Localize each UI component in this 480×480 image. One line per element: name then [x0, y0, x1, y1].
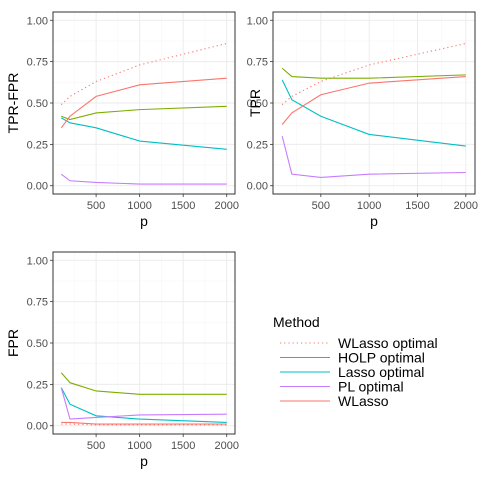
x-tick-label: 1500 [171, 440, 195, 452]
series-line-holp-optimal [60, 372, 227, 395]
x-axis-title: p [140, 213, 148, 229]
legend-label: PL optimal [338, 379, 404, 395]
x-tick-label: 500 [87, 200, 105, 212]
y-tick-label: 0.00 [247, 181, 268, 193]
legend-item: PL optimal [280, 379, 404, 395]
x-axis-title: p [140, 453, 148, 469]
series-line-holp-optimal [281, 67, 466, 79]
x-tick-label: 2000 [454, 200, 478, 212]
series-line-lasso-optimal [281, 79, 466, 147]
series-line-wlasso-optimal [281, 42, 466, 106]
y-tick-label: 0.00 [27, 181, 48, 193]
series-lines [60, 372, 227, 426]
y-axis-title: FPR [5, 329, 21, 357]
x-tick-label: 500 [312, 200, 330, 212]
y-tick-label: 0.25 [27, 139, 48, 151]
legend-label: WLasso optimal [338, 335, 438, 351]
y-tick-label: 1.00 [27, 15, 48, 27]
legend-item: HOLP optimal [280, 350, 425, 366]
x-tick-label: 1000 [357, 200, 381, 212]
y-axis-title: TPR [247, 89, 263, 117]
y-tick-label: 0.75 [27, 57, 48, 69]
x-axis: 500 1000 1500 2000 [87, 434, 239, 452]
legend-item: WLasso [280, 393, 389, 409]
legend-label: HOLP optimal [338, 350, 425, 366]
legend-label: Lasso optimal [338, 364, 424, 380]
y-axis: 0.00 0.25 0.50 0.75 1.00 [27, 15, 53, 193]
series-line-wlasso [61, 421, 227, 425]
x-tick-label: 1500 [171, 200, 195, 212]
y-tick-label: 0.75 [27, 297, 48, 309]
y-tick-label: 0.25 [27, 379, 48, 391]
panel-3: 500 1000 1500 2000 0.00 0.25 0.50 0.75 1.00 p FPR [5, 251, 239, 469]
series-lines [281, 42, 466, 179]
panel-1: 500 1000 1500 2000 0.00 0.25 0.50 0.75 1.00 p TPR-… [5, 11, 239, 229]
x-axis: 500 1000 1500 2000 [312, 194, 478, 212]
series-line-pl-optimal [281, 135, 466, 179]
y-tick-label: 0.25 [247, 139, 268, 151]
legend-item: Lasso optimal [280, 364, 424, 380]
legend-title: Method [273, 314, 320, 330]
x-tick-label: 1500 [405, 200, 429, 212]
series-line-wlasso [60, 77, 227, 129]
series-line-holp-optimal [61, 105, 227, 121]
x-tick-label: 2000 [214, 440, 238, 452]
x-tick-label: 2000 [214, 200, 238, 212]
y-tick-label: 1.00 [27, 255, 48, 267]
series-line-lasso-optimal [60, 117, 227, 150]
panel-2: 500 1000 1500 2000 0.00 0.25 0.50 0.75 1.00 p TPR [247, 11, 478, 229]
legend-item: WLasso optimal [280, 335, 438, 351]
y-tick-label: 0.50 [27, 338, 48, 350]
series-line-pl-optimal [60, 387, 227, 420]
y-tick-label: 0.50 [27, 98, 48, 110]
y-tick-label: 0.50 [247, 98, 268, 110]
y-axis: 0.00 0.25 0.50 0.75 1.00 [27, 255, 53, 433]
legend-label: WLasso [338, 393, 389, 409]
series-line-wlasso [281, 75, 466, 125]
y-tick-label: 0.75 [247, 57, 268, 69]
y-axis-title: TPR-FPR [5, 73, 21, 134]
x-axis: 500 1000 1500 2000 [87, 194, 239, 212]
panels: 500 1000 1500 2000 0.00 0.25 0.50 0.75 1.00 p TPR-… [5, 11, 478, 469]
x-tick-label: 1000 [127, 440, 151, 452]
y-tick-label: 1.00 [247, 15, 268, 27]
series-line-wlasso-optimal [60, 42, 227, 106]
x-axis-title: p [370, 213, 378, 229]
x-tick-label: 1000 [127, 200, 151, 212]
series-line-pl-optimal [60, 173, 227, 185]
gridlines [53, 12, 235, 194]
gridlines [53, 252, 235, 434]
y-tick-label: 0.00 [27, 421, 48, 433]
y-axis: 0.00 0.25 0.50 0.75 1.00 [247, 15, 273, 193]
series-line-lasso-optimal [60, 387, 227, 423]
x-tick-label: 500 [87, 440, 105, 452]
series-lines [60, 42, 227, 185]
